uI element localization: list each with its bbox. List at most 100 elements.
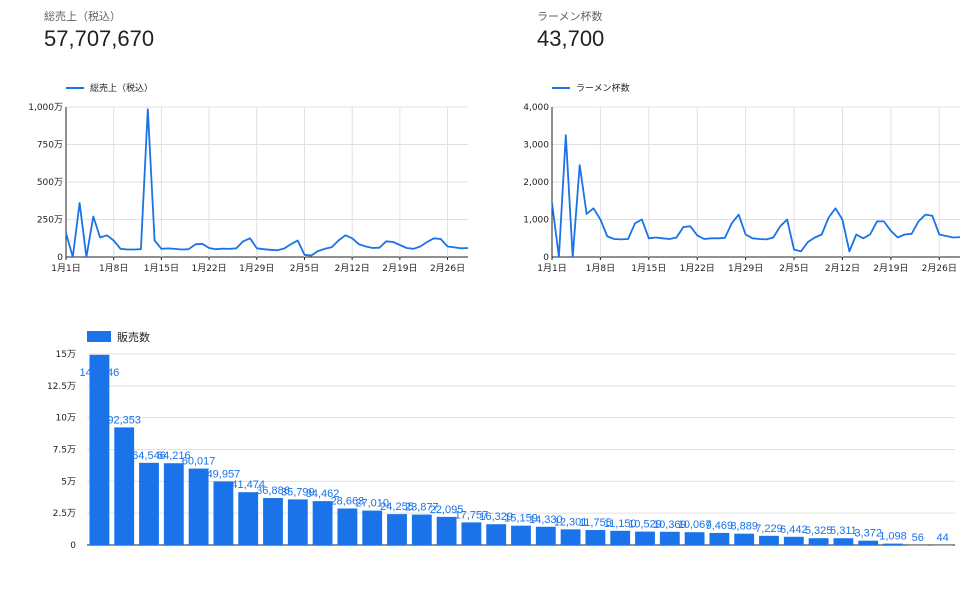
x-tick-label: 2月5日 (779, 263, 808, 274)
scorecard-total-sales-value: 57,707,670 (44, 26, 155, 51)
y-tick-label: 4,000 (523, 103, 549, 113)
data-label: 28,663 (331, 496, 365, 508)
series-line (65, 108, 469, 258)
data-label: 8,889 (730, 521, 758, 533)
data-label: 34,462 (306, 488, 340, 500)
bar-chart: 販売数 0 2.5万 5万 7.5万 10万 12.5万 15万 149,346 92,353 64… (47, 331, 955, 551)
bar (511, 525, 531, 545)
bar (833, 538, 854, 545)
x-tick-label: 1月1日 (537, 263, 566, 274)
scorecard-ramen-count: ラーメン杯数 43,700 (537, 8, 604, 52)
bar (312, 501, 333, 545)
x-tick-label: 2月5日 (290, 263, 319, 274)
data-label: 16,329 (479, 511, 513, 523)
x-tick-label: 2月19日 (382, 263, 417, 274)
data-label: 10,369 (653, 519, 687, 531)
data-label: 11,755 (579, 517, 612, 529)
bar (635, 531, 655, 545)
data-label: 49,957 (207, 468, 241, 480)
line-chart-2: ラーメン杯数 0 1,000 2,000 3,000 4,000 1月1日 1月8日 1月15日… (523, 82, 961, 274)
bar (238, 492, 259, 545)
data-label: 24,255 (380, 501, 414, 513)
bar (734, 533, 755, 545)
x-tick-label: 1月22日 (191, 263, 226, 274)
bar (436, 516, 457, 545)
scorecard-ramen-count-label: ラーメン杯数 (537, 10, 603, 23)
y-tick-label: 750万 (37, 141, 63, 151)
x-tick-label: 1月1日 (51, 263, 80, 274)
y-tick-label: 12.5万 (47, 382, 76, 392)
y-tick-label: 250万 (37, 216, 63, 226)
bar (139, 462, 159, 545)
data-label: 17,757 (455, 509, 489, 521)
legend-label: 販売数 (117, 331, 150, 344)
bar (486, 524, 507, 545)
bar (883, 543, 903, 545)
data-label: 10,067 (678, 519, 712, 531)
x-tick-label: 1月15日 (631, 263, 666, 274)
bar (684, 532, 705, 545)
data-label: 64,216 (157, 450, 191, 462)
bar (387, 514, 407, 545)
bar (213, 481, 234, 545)
scorecard-total-sales-label: 総売上（税込） (44, 10, 121, 23)
data-label: 7,229 (755, 523, 783, 535)
x-tick-label: 1月8日 (99, 263, 128, 274)
series-line (551, 134, 961, 258)
bar (858, 540, 879, 545)
data-label: 44 (936, 532, 948, 544)
bar (610, 530, 631, 545)
data-label: 22,095 (430, 504, 464, 516)
bar (932, 544, 953, 546)
x-tick-label: 2月26日 (430, 263, 465, 274)
bar (287, 499, 308, 545)
y-tick-label: 15万 (56, 350, 76, 360)
legend-swatch (87, 331, 111, 342)
data-label: 5,311 (830, 525, 857, 537)
data-label: 35,799 (281, 486, 315, 498)
scorecard-total-sales: 総売上（税込） 57,707,670 (44, 8, 154, 52)
x-tick-label: 2月26日 (922, 263, 957, 274)
data-label: 9,469 (706, 520, 734, 532)
data-label: 6,442 (780, 524, 808, 536)
x-tick-label: 1月22日 (680, 263, 715, 274)
data-label: 27,010 (355, 498, 389, 510)
y-tick-label: 3,000 (523, 141, 549, 151)
bar (188, 468, 209, 545)
x-tick-label: 1月15日 (144, 263, 179, 274)
line-chart-1: 総売上（税込） 0 250万 500万 750万 1,000万 1月1日 1月8日 1月15日 1… (28, 82, 469, 274)
scorecard-ramen-count-value: 43,700 (537, 26, 605, 51)
x-tick-label: 1月29日 (239, 263, 274, 274)
bar (585, 530, 606, 545)
x-tick-label: 1月8日 (586, 263, 615, 274)
legend-label: 総売上（税込） (90, 82, 153, 94)
bar (337, 508, 358, 545)
data-label: 1,098 (879, 531, 907, 543)
bar (461, 522, 482, 545)
bar (535, 526, 556, 545)
y-tick-label: 0 (57, 253, 63, 263)
bar (114, 427, 135, 545)
bar (659, 531, 680, 545)
data-label: 64,546 (132, 450, 166, 462)
data-label: 149,346 (80, 367, 120, 379)
x-tick-label: 1月29日 (728, 263, 763, 274)
x-tick-label: 2月12日 (335, 263, 370, 274)
y-tick-label: 0 (543, 253, 549, 263)
x-tick-label: 2月19日 (873, 263, 908, 274)
bar (560, 529, 581, 545)
data-label: 11,150 (604, 518, 637, 530)
y-tick-label: 5万 (61, 477, 76, 487)
bar (89, 354, 110, 545)
y-tick-label: 1,000万 (28, 103, 63, 113)
bar (907, 544, 928, 546)
y-tick-label: 2.5万 (53, 509, 76, 519)
bar (163, 463, 184, 545)
bar (759, 535, 779, 545)
bar (362, 510, 383, 545)
y-tick-label: 10万 (56, 414, 76, 424)
bar (808, 538, 829, 545)
bar (783, 536, 804, 545)
y-tick-label: 7.5万 (53, 446, 76, 456)
